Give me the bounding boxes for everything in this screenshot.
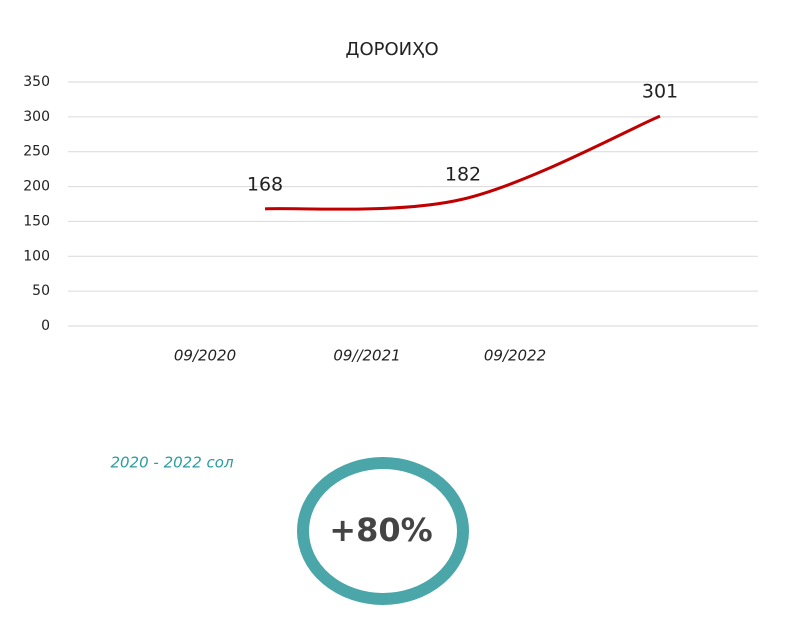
y-tick-label: 300 [23,109,50,125]
y-tick-label: 350 [23,74,50,90]
y-tick-label: 150 [23,213,50,229]
chart-title: ДОРОИҲО [345,39,438,60]
y-tick-label: 200 [23,179,50,195]
summary-change: +80% [329,511,432,549]
data-label: 182 [445,164,481,186]
y-tick-label: 0 [41,318,50,334]
summary-ring [297,457,469,605]
x-tick-label: 09/2020 [174,347,236,365]
data-label: 301 [642,81,678,103]
y-tick-label: 100 [23,248,50,264]
y-tick-label: 250 [23,144,50,160]
x-tick-label: 09//2021 [333,347,400,365]
data-line [264,114,661,211]
summary-period: 2020 - 2022 сол [110,454,233,472]
data-label: 168 [247,173,283,195]
x-tick-label: 09/2022 [484,347,546,365]
y-tick-label: 50 [32,283,50,299]
